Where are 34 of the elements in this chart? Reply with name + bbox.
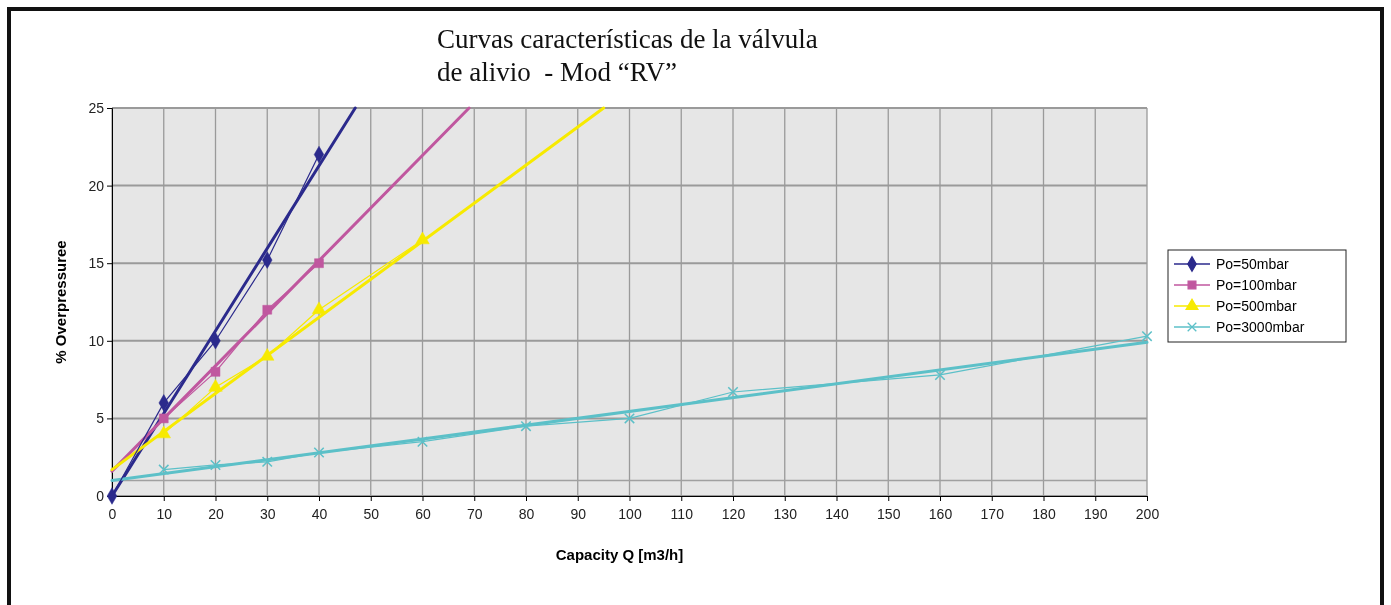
legend-label: Po=500mbar <box>1216 298 1297 314</box>
legend-label: Po=50mbar <box>1216 256 1290 272</box>
y-tick-label: 20 <box>88 177 105 194</box>
x-tick-label: 10 <box>156 506 173 523</box>
x-tick-label: 130 <box>773 506 798 523</box>
x-tick-label: 200 <box>1135 506 1160 523</box>
x-tick-label: 50 <box>363 506 380 523</box>
x-tick-label: 0 <box>108 506 117 523</box>
x-tick-label: 160 <box>928 506 953 523</box>
y-tick-label: 15 <box>88 255 105 272</box>
chart-title: Curvas características de la válvula de alivio - Mod “RV” <box>437 24 818 87</box>
y-tick-label: 25 <box>88 99 105 116</box>
x-tick-label: 40 <box>311 506 328 523</box>
x-tick-label: 190 <box>1084 506 1108 523</box>
x-tick-label: 100 <box>618 506 642 523</box>
x-tick-label: 110 <box>670 506 694 523</box>
x-axis-title: Capacity Q [m3/h] <box>555 546 684 563</box>
x-tick-label: 170 <box>980 506 1005 523</box>
x-tick-label: 120 <box>721 506 746 523</box>
y-axis-title: % Overpressuree <box>52 240 69 364</box>
legend-label: Po=100mbar <box>1216 277 1297 293</box>
x-tick-label: 70 <box>466 506 483 523</box>
x-tick-label: 20 <box>208 506 224 523</box>
x-tick-label: 140 <box>825 506 849 523</box>
x-tick-label: 60 <box>415 506 431 523</box>
y-tick-label: 0 <box>96 487 105 504</box>
y-tick-label: 10 <box>88 332 105 349</box>
x-tick-label: 90 <box>570 506 587 523</box>
x-tick-label: 150 <box>877 506 901 523</box>
x-tick-label: 180 <box>1032 506 1056 523</box>
legend-label: Po=3000mbar <box>1216 319 1305 335</box>
x-tick-label: 30 <box>259 506 276 523</box>
y-tick-label: 5 <box>96 410 105 427</box>
x-tick-label: 80 <box>518 506 535 523</box>
